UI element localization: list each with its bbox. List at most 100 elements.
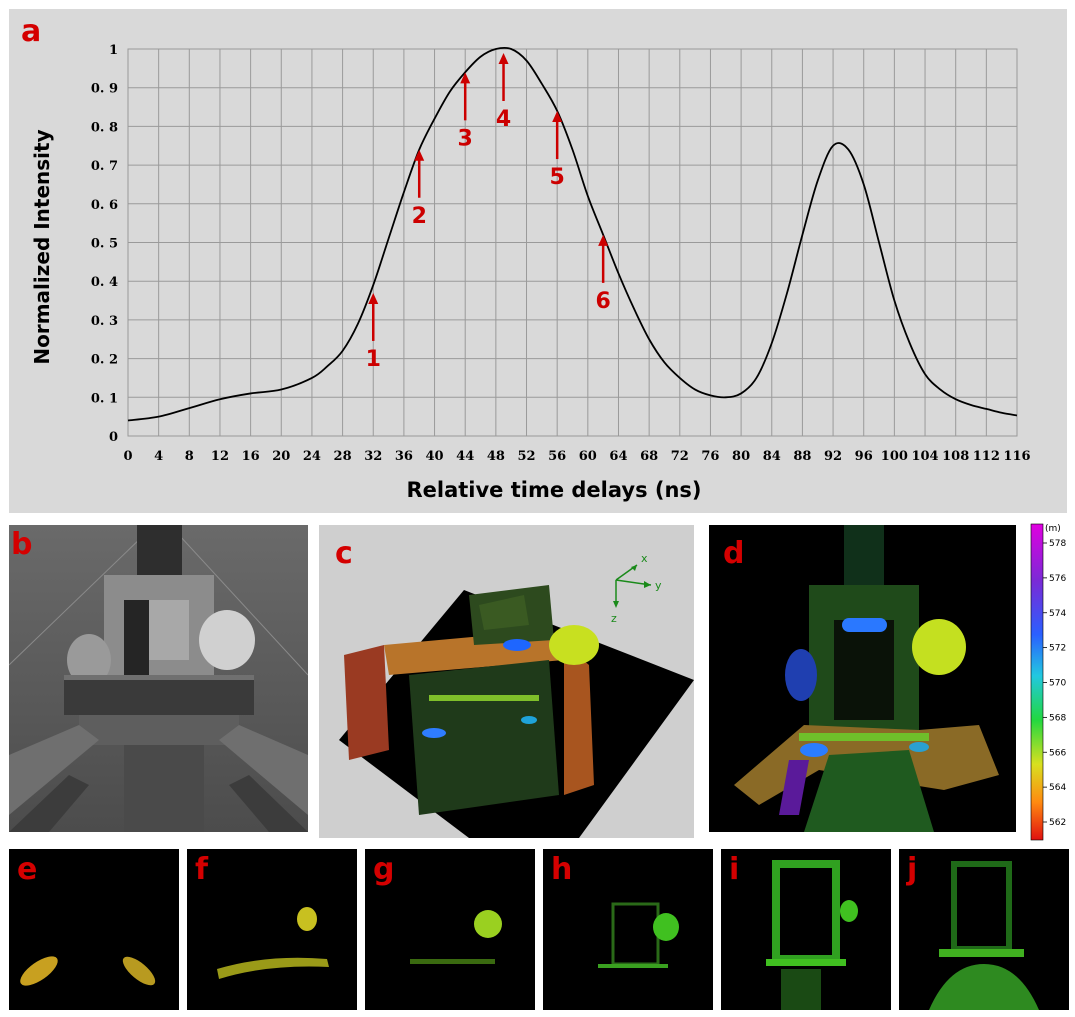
annotation-label: 1 — [366, 347, 381, 372]
annotation-label: 6 — [595, 289, 610, 314]
panel-a: 0 0. 1 0. 2 0. 3 0. 4 0. 5 0. 6 0. 7 0. 8 0. 9 1 0… — [9, 9, 1067, 513]
x-tick-label: 28 — [334, 449, 352, 464]
panel-i: i — [721, 849, 891, 1010]
annotation-label: 4 — [496, 107, 511, 132]
panel-b: b — [9, 525, 308, 832]
slice-image-g — [410, 910, 502, 964]
panel-label-j: j — [907, 852, 918, 887]
panel-label-a: a — [21, 14, 42, 49]
panel-label-d: d — [723, 536, 745, 571]
intensity-chart: 0 0. 1 0. 2 0. 3 0. 4 0. 5 0. 6 0. 7 0. 8 0. 9 1 0… — [30, 43, 1031, 502]
x-tick-label: 32 — [364, 449, 382, 464]
panel-c: x y z c — [319, 525, 694, 838]
annotation-arrowhead — [552, 111, 563, 123]
x-tick-label: 92 — [824, 449, 842, 464]
y-tick-label: 0. 1 — [91, 391, 118, 406]
y-tick-label: 0. 3 — [91, 314, 118, 329]
colorbar-tick-label: 562 — [1049, 818, 1066, 828]
panel-d: d — [709, 525, 1016, 832]
panel-label-e: e — [17, 852, 38, 887]
annotation-label: 5 — [550, 165, 565, 190]
3d-reconstruction: x y z — [339, 552, 694, 838]
colorbar-tick-label: 568 — [1049, 713, 1066, 723]
x-tick-label: 56 — [548, 449, 566, 464]
x-tick-label: 116 — [1003, 449, 1030, 464]
colorbar-tick-label: 578 — [1049, 539, 1066, 549]
axis-x-label: x — [641, 552, 648, 565]
colorbar-tick-label: 570 — [1049, 679, 1066, 689]
y-tick-label: 0. 7 — [91, 159, 118, 174]
x-tick-label: 60 — [579, 449, 597, 464]
annotation-arrowhead — [460, 72, 471, 84]
annotation-label: 2 — [412, 204, 427, 229]
panel-label-f: f — [195, 852, 209, 887]
x-tick-label: 20 — [272, 449, 290, 464]
x-axis-label: Relative time delays (ns) — [406, 478, 701, 502]
y-tick-label: 1 — [109, 43, 118, 58]
x-tick-label: 12 — [211, 449, 229, 464]
y-tick-label: 0. 4 — [91, 275, 118, 290]
axis-y-label: y — [655, 579, 662, 592]
colorbar-ticks: 578 576 574 572 570 568 566 564 562 — [1043, 539, 1066, 828]
x-tick-label: 40 — [426, 449, 444, 464]
x-tick-label: 44 — [456, 449, 474, 464]
y-tick-label: 0. 6 — [91, 198, 118, 213]
x-tick-label: 80 — [732, 449, 750, 464]
axis-z-label: z — [611, 612, 617, 625]
chart-annotations: 1 2 34 5 6 — [366, 53, 611, 372]
annotation-label: 3 — [458, 126, 473, 151]
x-tick-label: 88 — [793, 449, 811, 464]
chart-grid — [127, 48, 1018, 437]
y-tick-label: 0. 5 — [91, 237, 118, 252]
x-tick-label: 76 — [701, 449, 719, 464]
x-tick-label: 64 — [609, 449, 627, 464]
annotation-arrowhead — [368, 292, 379, 304]
panel-label-b: b — [11, 527, 33, 562]
panel-j: j — [899, 849, 1069, 1010]
y-tick-label: 0. 8 — [91, 120, 118, 135]
x-tick-label: 96 — [855, 449, 873, 464]
colorbar-tick-label: 572 — [1049, 644, 1066, 654]
y-axis-label: Normalized Intensity — [30, 129, 54, 364]
depth-map — [709, 525, 1016, 832]
tower-photo — [9, 525, 308, 832]
annotation-arrowhead — [414, 149, 425, 161]
x-tick-label: 16 — [242, 449, 260, 464]
slice-image-h — [598, 902, 679, 968]
slice-image-j — [929, 861, 1039, 1010]
colorbar-tick-label: 566 — [1049, 748, 1066, 758]
chart-series — [127, 46, 1018, 422]
x-tick-label: 108 — [942, 449, 969, 464]
x-tick-label: 4 — [154, 449, 163, 464]
panel-label-h: h — [551, 852, 573, 887]
panel-label-i: i — [729, 852, 740, 887]
colorbar-tick-label: 574 — [1049, 609, 1066, 619]
depth-colorbar: (m) 578 576 574 572 570 568 566 564 562 — [1029, 520, 1075, 842]
panel-label-g: g — [373, 852, 395, 887]
y-tick-label: 0. 2 — [91, 353, 118, 368]
y-tick-label: 0 — [109, 430, 118, 445]
chart-axes — [127, 48, 1018, 437]
slice-image-i — [766, 860, 858, 1010]
slice-image-e — [20, 956, 156, 986]
panel-h: h — [543, 849, 713, 1010]
x-tick-label: 100 — [881, 449, 908, 464]
x-tick-label: 24 — [303, 449, 321, 464]
x-tick-label: 72 — [671, 449, 689, 464]
annotation-arrowhead — [598, 234, 609, 246]
colorbar-tick-label: 576 — [1049, 574, 1066, 584]
x-tick-label: 104 — [911, 449, 938, 464]
x-tick-label: 112 — [973, 449, 1000, 464]
y-tick-labels: 0 0. 1 0. 2 0. 3 0. 4 0. 5 0. 6 0. 7 0. 8 0. 9 1 — [91, 43, 118, 445]
x-tick-labels: 0 4 8 12 16 20 24 28 32 36 40 44 48 52 56 60 64 68 72 76 80 8… — [123, 449, 1030, 464]
panel-e: e — [9, 849, 179, 1010]
panel-label-c: c — [335, 536, 353, 571]
panel-g: g — [365, 849, 535, 1010]
colorbar-unit: (m) — [1045, 524, 1061, 534]
intensity-series-line — [127, 46, 1018, 422]
x-tick-label: 0 — [123, 449, 132, 464]
panel-f: f — [187, 849, 357, 1010]
slice-image-f — [217, 907, 329, 979]
y-tick-label: 0. 9 — [91, 82, 118, 97]
x-tick-label: 8 — [185, 449, 194, 464]
